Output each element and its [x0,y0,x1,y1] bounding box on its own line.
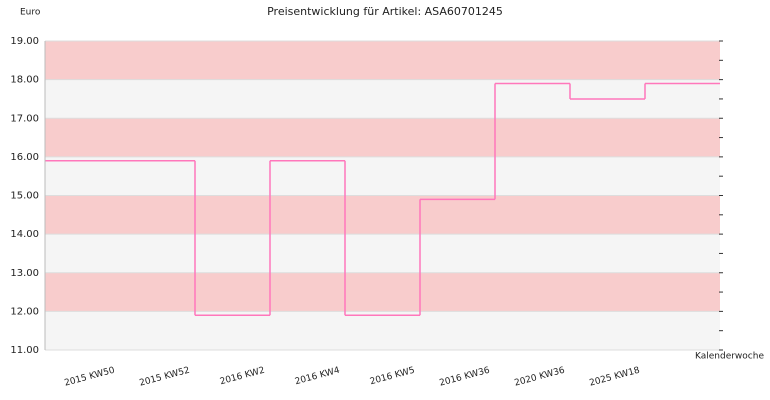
y-tick-label: 14.00 [10,229,39,240]
y-tick-label: 12.00 [10,306,39,317]
x-axis-label: Kalenderwoche [695,352,764,362]
x-tick-label: 2016 KW4 [294,366,341,388]
y-tick-label: 16.00 [10,152,39,163]
grid-band [45,41,720,80]
y-tick-label: 17.00 [10,113,39,124]
grid-band [45,118,720,157]
y-tick-label: 11.00 [10,345,39,356]
x-tick-label: 2016 KW36 [438,366,491,389]
grid-band [45,156,720,196]
y-tick-label: 19.00 [10,36,39,47]
y-tick-label: 18.00 [10,75,39,86]
chart-title: Preisentwicklung für Artikel: ASA6070124… [267,5,503,18]
x-tick-label: 2025 KW18 [588,366,641,389]
y-tick-label: 13.00 [10,268,39,279]
grid-band [45,195,720,235]
x-tick-label: 2015 KW50 [63,366,116,389]
x-tick-label: 2020 KW36 [513,366,566,389]
x-tick-label: 2016 KW2 [219,366,266,388]
grid-band [45,272,720,312]
y-axis-label: Euro [20,8,41,18]
x-tick-label: 2016 KW5 [369,366,416,388]
grid-band [45,311,720,350]
grid-band [45,234,720,273]
x-tick-label: 2015 KW52 [138,366,191,389]
y-tick-label: 15.00 [10,191,39,202]
